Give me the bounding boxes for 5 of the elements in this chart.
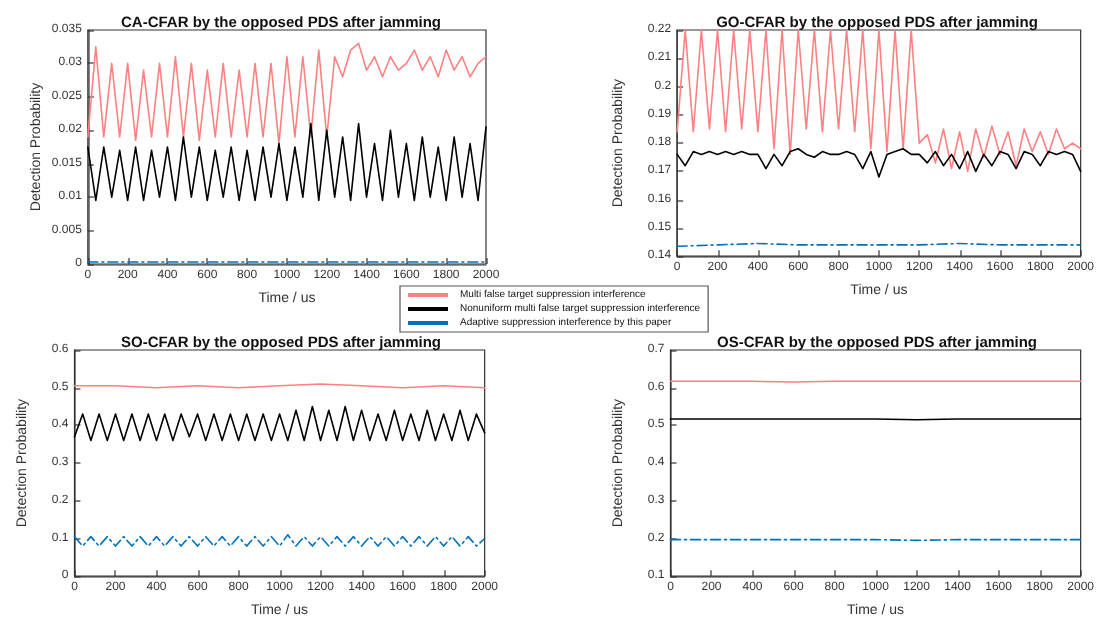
line-series — [87, 42, 487, 145]
line-series — [87, 122, 487, 202]
line-series — [676, 29, 1082, 173]
line-series — [676, 147, 1082, 178]
line-series — [73, 405, 486, 442]
